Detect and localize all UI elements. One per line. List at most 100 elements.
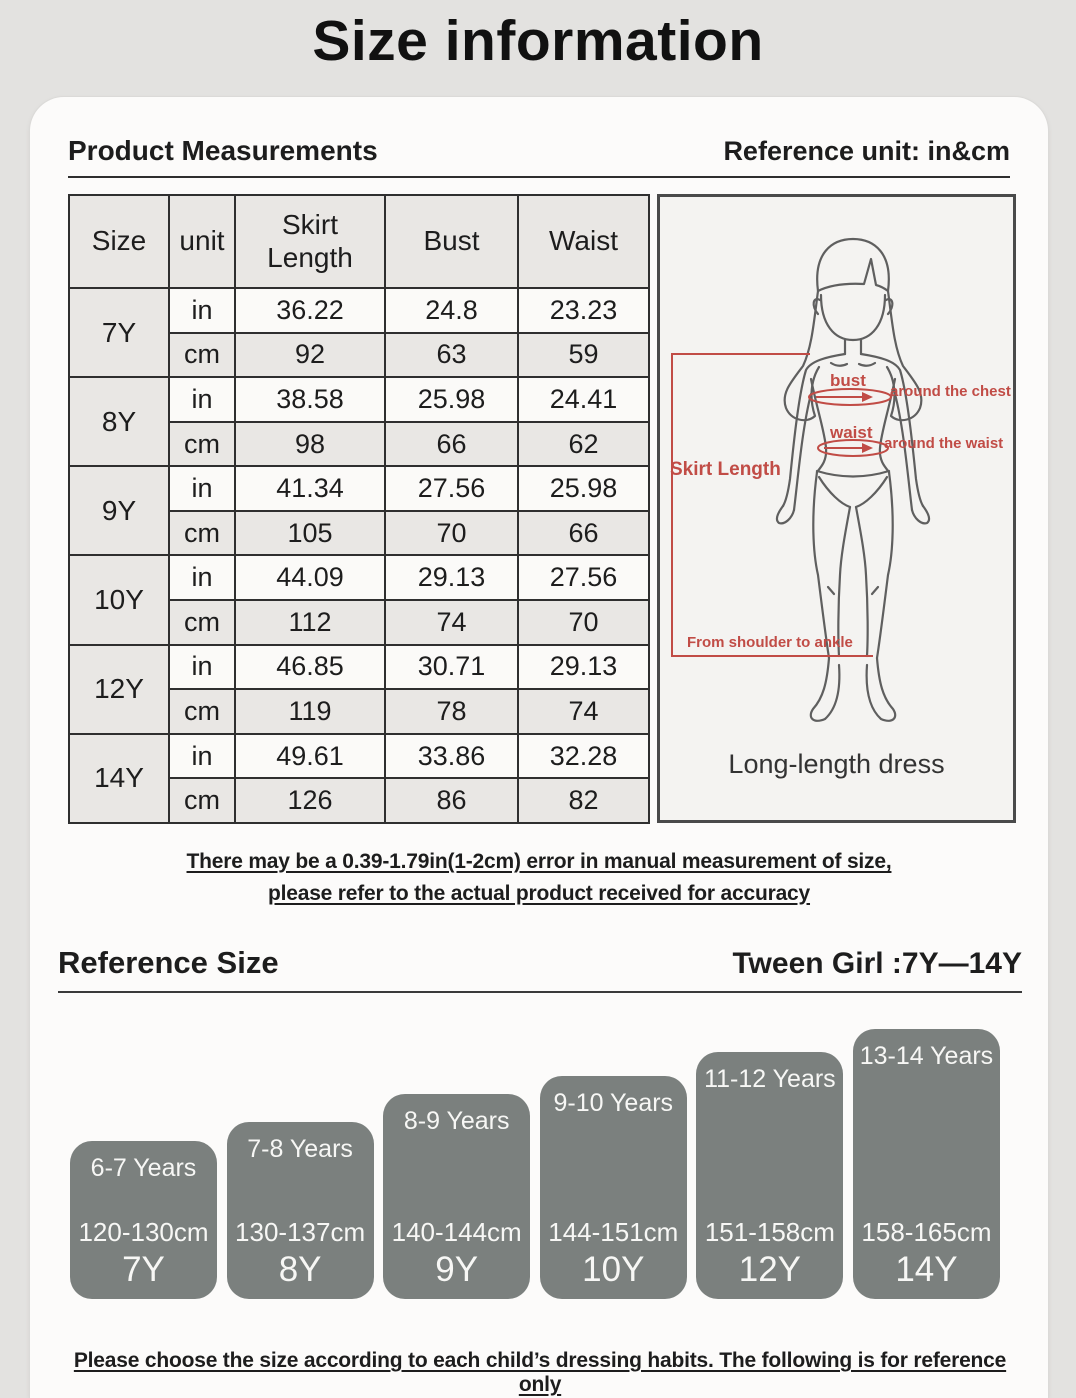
- bar-height-range-label: 130-137cm: [235, 1217, 366, 1247]
- size-cell: 12Y: [68, 643, 170, 735]
- unit-cell: in: [168, 287, 236, 334]
- value-cell: 38.58: [234, 376, 386, 423]
- reference-bars: 6-7 Years 120-130cm 7Y 7-8 Years 130-137cm 8Y…: [70, 1029, 1000, 1299]
- value-cell: 82: [517, 777, 650, 824]
- shoulder-to-ankle-annotation: From shoulder to ankle: [687, 634, 853, 651]
- unit-cell: in: [168, 376, 236, 423]
- column-header: Skirt Length: [234, 194, 386, 289]
- table-row: cm 119 78 74: [69, 688, 650, 735]
- value-cell: 63: [384, 331, 519, 379]
- value-cell: 46.85: [234, 643, 386, 691]
- note-line-1: There may be a 0.39-1.79in(1-2cm) error …: [186, 850, 892, 873]
- value-cell: 41.34: [234, 465, 386, 512]
- bar-size-label: 7Y: [122, 1250, 165, 1289]
- value-cell: 29.13: [384, 554, 519, 602]
- value-cell: 32.28: [517, 732, 650, 780]
- table-row: cm 92 63 59: [69, 331, 650, 379]
- bar-size-label: 10Y: [582, 1250, 645, 1289]
- unit-cell: cm: [168, 777, 236, 824]
- value-cell: 36.22: [234, 287, 386, 334]
- bar-size-label: 9Y: [435, 1250, 479, 1289]
- value-cell: 23.23: [517, 287, 650, 334]
- value-cell: 29.13: [517, 643, 650, 691]
- unit-cell: cm: [168, 688, 236, 735]
- table-row: cm 112 74 70: [69, 599, 650, 646]
- around-waist-annotation: around the waist: [884, 435, 1004, 452]
- value-cell: 25.98: [384, 376, 519, 423]
- unit-cell: cm: [168, 599, 236, 646]
- bar-height-range-label: 144-151cm: [548, 1217, 679, 1247]
- measurement-table: Size unit Skirt Length Bust Waist 7Y in 36.22 2…: [68, 194, 650, 825]
- unit-cell: in: [168, 643, 236, 691]
- value-cell: 70: [384, 509, 519, 557]
- value-cell: 74: [517, 688, 650, 735]
- bar-years-label: 8-9 Years: [403, 1107, 510, 1135]
- size-cell: 8Y: [68, 376, 170, 468]
- value-cell: 66: [517, 509, 650, 557]
- value-cell: 62: [517, 420, 650, 468]
- table-row: 14Y in 49.61 33.86 32.28: [68, 732, 650, 825]
- reference-unit-label: Reference unit: in&cm: [723, 136, 1010, 166]
- measurement-error-note: There may be a 0.39-1.79in(1-2cm) error …: [68, 846, 1010, 909]
- reference-size-bar: 8-9 Years 140-144cm 9Y: [383, 1094, 531, 1299]
- table-row: 12Y in 46.85 30.71 29.13: [68, 643, 650, 735]
- reference-size-heading: Reference Size: [58, 945, 279, 980]
- column-header: Bust: [384, 194, 519, 289]
- value-cell: 126: [234, 777, 386, 824]
- product-measurements-heading: Product Measurements: [68, 135, 378, 166]
- table-row: cm 105 70 66: [69, 509, 650, 557]
- reference-size-bar: 9-10 Years 144-151cm 10Y: [539, 1076, 687, 1299]
- table-row: 7Y in 36.22 24.8 23.23: [68, 286, 650, 379]
- reference-heading-divider: [58, 991, 1022, 993]
- bar-height-range-label: 120-130cm: [78, 1217, 209, 1247]
- value-cell: 92: [234, 331, 386, 379]
- note-line-2: please refer to the actual product recei…: [267, 881, 811, 905]
- unit-cell: cm: [168, 509, 236, 557]
- value-cell: 33.86: [384, 732, 519, 780]
- reference-size-bar: 13-14 Years 158-165cm 14Y: [852, 1029, 1000, 1299]
- waist-annotation: waist: [830, 423, 873, 442]
- value-cell: 78: [384, 688, 519, 735]
- value-cell: 27.56: [517, 554, 650, 602]
- reference-size-bar: 7-8 Years 130-137cm 8Y: [226, 1122, 374, 1299]
- value-cell: 70: [517, 599, 650, 646]
- bar-years-label: 7-8 Years: [247, 1135, 353, 1163]
- size-cell: 14Y: [68, 732, 170, 825]
- size-cell: 10Y: [68, 554, 170, 646]
- bar-size-label: 14Y: [895, 1250, 958, 1289]
- reference-size-bar: 6-7 Years 120-130cm 7Y: [70, 1141, 217, 1299]
- reference-size-section: Reference Size Tween Girl :7Y—14Y 6-7 Ye…: [30, 909, 1048, 1397]
- table-row: 8Y in 38.58 25.98 24.41: [68, 376, 650, 468]
- column-header: unit: [168, 194, 236, 289]
- value-cell: 119: [234, 688, 386, 735]
- measurement-table-head-row: Size unit Skirt Length Bust Waist: [68, 194, 650, 289]
- value-cell: 59: [517, 331, 650, 379]
- bar-size-label: 12Y: [738, 1250, 802, 1289]
- unit-cell: in: [168, 554, 236, 602]
- heading-divider: [68, 176, 1010, 178]
- size-info-card: Product Measurements Reference unit: in&…: [30, 97, 1048, 1398]
- unit-cell: in: [168, 732, 236, 780]
- measurement-diagram: bust around the chest waist around the w…: [657, 194, 1016, 823]
- value-cell: 27.56: [384, 465, 519, 512]
- table-row: cm 98 66 62: [69, 420, 650, 468]
- table-row: cm 126 86 82: [69, 777, 650, 824]
- value-cell: 30.71: [384, 643, 519, 691]
- value-cell: 66: [384, 420, 519, 468]
- reference-size-bar: 11-12 Years 151-158cm 12Y: [696, 1052, 844, 1299]
- value-cell: 74: [384, 599, 519, 646]
- product-measurements-section: Product Measurements Reference unit: in&…: [30, 97, 1048, 909]
- figure-caption: Long-length dress: [728, 749, 945, 779]
- bar-height-range-label: 158-165cm: [861, 1217, 992, 1247]
- bar-height-range-label: 151-158cm: [704, 1217, 835, 1247]
- skirt-length-annotation: Skirt Length: [670, 459, 781, 480]
- column-header: Size: [68, 194, 170, 289]
- table-row: 9Y in 41.34 27.56 25.98: [68, 465, 650, 557]
- bar-years-label: 9-10 Years: [553, 1089, 674, 1117]
- bar-height-range-label: 140-144cm: [391, 1217, 522, 1247]
- value-cell: 24.8: [384, 287, 519, 334]
- value-cell: 49.61: [234, 732, 386, 780]
- girl-figure-illustration: [671, 237, 931, 722]
- skirt-length-bracket: [671, 353, 892, 657]
- unit-cell: cm: [168, 420, 236, 468]
